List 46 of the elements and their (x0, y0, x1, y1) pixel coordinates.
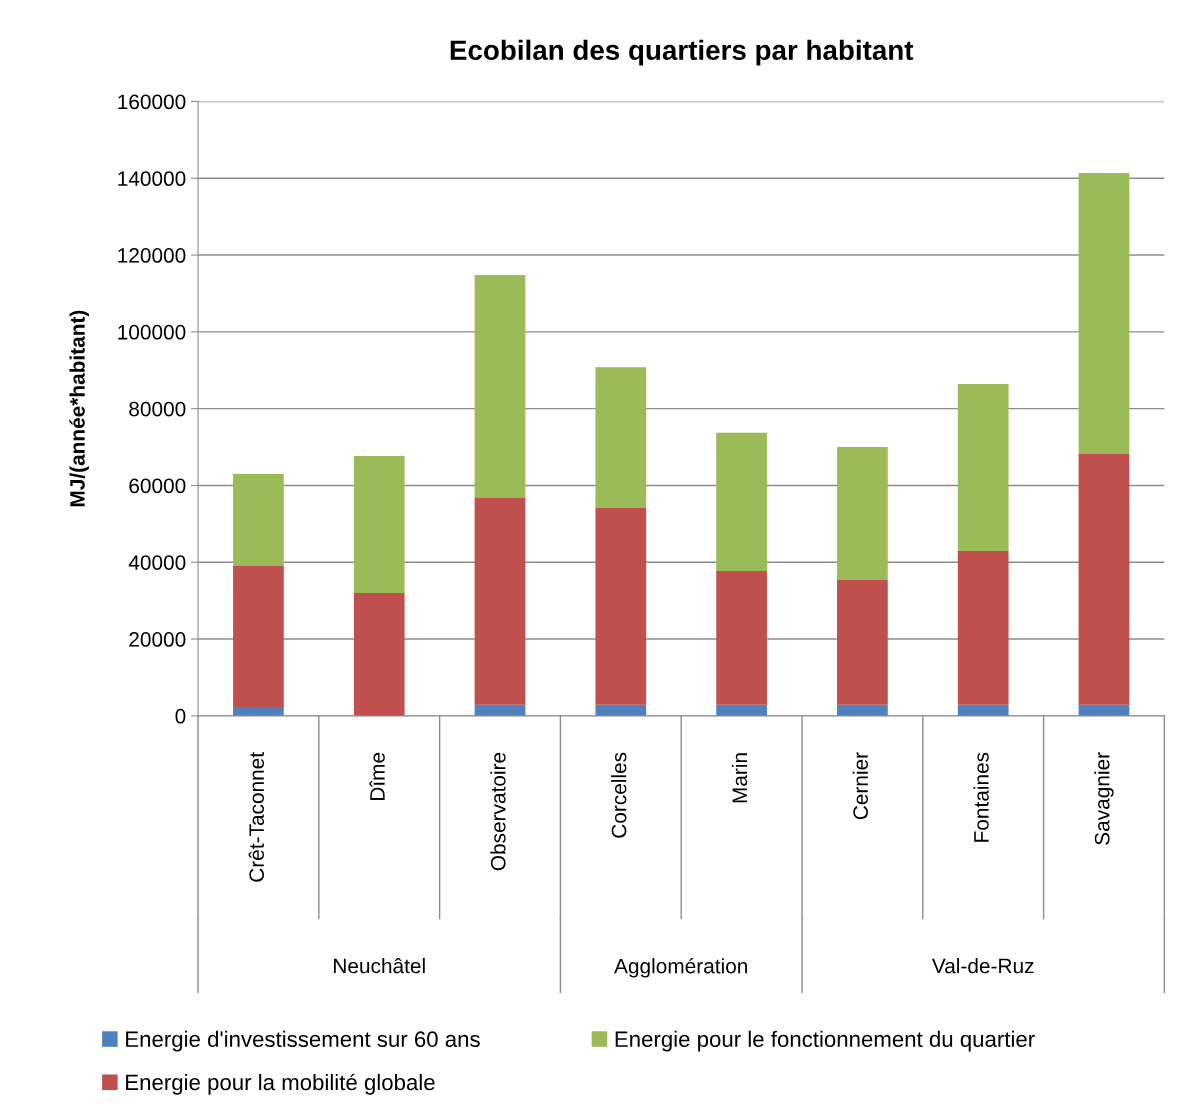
x-tick-label: Savagnier (1094, 752, 1114, 845)
bar (716, 432, 767, 572)
y-tick-label: 120000 (118, 248, 186, 263)
bar (957, 551, 1009, 705)
x-tick-label: Cernier (852, 752, 868, 820)
x-tick-label: Marin (731, 753, 748, 803)
bar (1078, 172, 1130, 454)
bar (837, 704, 888, 716)
y-tick-label: 160000 (118, 94, 186, 110)
bar (716, 704, 767, 716)
legend-label: Energie pour la mobilité globale (126, 1073, 435, 1095)
y-tick-label: 0 (175, 708, 186, 724)
y-tick-label: 100000 (118, 324, 186, 340)
y-tick-label: 60000 (129, 478, 186, 494)
bar (233, 707, 284, 716)
x-tick-label: Crêt-Taconnet (248, 752, 265, 882)
x-tick-label: Corcelles (611, 752, 627, 838)
bar (957, 704, 1009, 716)
y-axis-title: MJ/(année*habitant) (69, 310, 89, 507)
bar (353, 592, 405, 716)
y-tick-label: 140000 (118, 171, 186, 187)
bar (837, 579, 888, 705)
text: Val-de-Ruz (931, 958, 1034, 974)
x-tick-label: Observatoire (490, 752, 506, 871)
x-tick-label: Dîme (369, 752, 385, 800)
bar (595, 367, 647, 509)
bar (474, 498, 526, 705)
bar (716, 571, 767, 705)
bar (233, 566, 284, 707)
bar (837, 447, 888, 580)
bar (595, 704, 647, 716)
bar (353, 455, 405, 593)
bar (595, 508, 647, 705)
x-tick-label: Fontaines (973, 752, 989, 842)
y-tick-label: 40000 (128, 555, 186, 570)
legend-label: Energie d'investissement sur 60 ans (126, 1030, 480, 1052)
bar (474, 275, 526, 499)
text: Agglomération (614, 957, 748, 978)
y-tick-label: 20000 (129, 632, 186, 647)
bar (957, 384, 1009, 552)
bar (1078, 453, 1130, 705)
bar (233, 473, 284, 567)
chart-title: Ecobilan des quartiers par habitant (450, 39, 914, 66)
y-tick-label: 80000 (129, 401, 186, 417)
legend-label: Energie pour le fonctionnement du quartier (615, 1030, 1035, 1052)
text: Neuchâtel (334, 957, 425, 974)
